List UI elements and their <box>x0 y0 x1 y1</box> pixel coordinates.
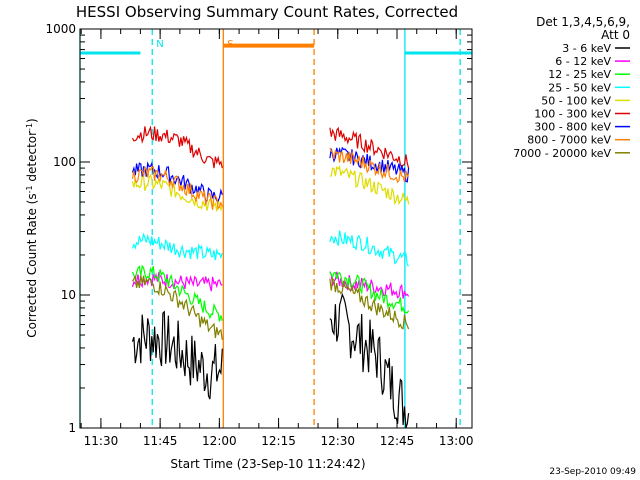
series-line-8-1 <box>329 277 410 330</box>
y-axis-label-mid: detector <box>25 131 39 186</box>
series-line-8-0 <box>131 274 223 340</box>
y-axis-label: Corrected Count Rate (s-1 detector-1) <box>25 118 39 337</box>
x-tick-label-5: 12:45 <box>380 434 415 448</box>
y-axis-label-end: ) <box>25 118 39 123</box>
y-axis-label-sup1: -1 <box>25 185 34 193</box>
legend-header-1: Det 1,3,4,5,6,9, <box>536 15 630 29</box>
x-axis-label: Start Time (23-Sep-10 11:24:42) <box>170 457 365 471</box>
x-tick-label-0: 11:30 <box>84 434 119 448</box>
y-axis-label-sup2: -1 <box>25 123 34 131</box>
legend-header-2: Att 0 <box>601 28 630 42</box>
series-line-4-1 <box>329 165 410 206</box>
legend-label-8: 7000 - 20000 keV <box>513 147 611 160</box>
x-tick-label-1: 11:45 <box>143 434 178 448</box>
y-tick-label-1: 10 <box>61 288 76 302</box>
y-axis-label-main: Corrected Count Rate (s <box>25 193 39 337</box>
legend-label-7: 800 - 7000 keV <box>527 134 611 147</box>
y-tick-label-3: 1000 <box>45 22 76 36</box>
series-line-7-0 <box>131 166 223 210</box>
series-line-3-0 <box>131 232 223 261</box>
plot-layer: NS110100100011:3011:4512:0012:1512:3012:… <box>45 22 473 448</box>
legend-label-2: 12 - 25 keV <box>548 68 611 81</box>
series-line-4-0 <box>131 173 223 212</box>
timestamp: 23-Sep-2010 09:49 <box>549 467 636 477</box>
legend-label-4: 50 - 100 keV <box>541 94 611 107</box>
series-line-2-0 <box>131 264 223 322</box>
legend-label-6: 300 - 800 keV <box>534 121 611 134</box>
y-tick-label-2: 100 <box>53 155 76 169</box>
plot-frame <box>79 28 473 429</box>
legend-label-5: 100 - 300 keV <box>534 108 611 121</box>
legend-label-1: 6 - 12 keV <box>555 55 611 68</box>
series-line-5-0 <box>131 125 223 169</box>
legend-label-3: 25 - 50 keV <box>548 81 611 94</box>
series-line-0-0 <box>131 310 223 400</box>
legend-label-0: 3 - 6 keV <box>562 42 611 55</box>
series-line-0-1 <box>329 292 410 429</box>
x-tick-label-3: 12:15 <box>261 434 296 448</box>
x-tick-label-2: 12:00 <box>202 434 237 448</box>
series-line-5-1 <box>329 126 410 169</box>
series-line-7-1 <box>329 147 410 184</box>
x-tick-label-6: 13:00 <box>439 434 474 448</box>
x-tick-label-4: 12:30 <box>320 434 355 448</box>
series-line-1-0 <box>131 271 223 292</box>
y-tick-label-0: 1 <box>68 421 76 435</box>
marker-label-0: N <box>156 39 163 50</box>
chart-title: HESSI Observing Summary Count Rates, Cor… <box>76 3 458 21</box>
series-line-3-1 <box>329 230 410 267</box>
